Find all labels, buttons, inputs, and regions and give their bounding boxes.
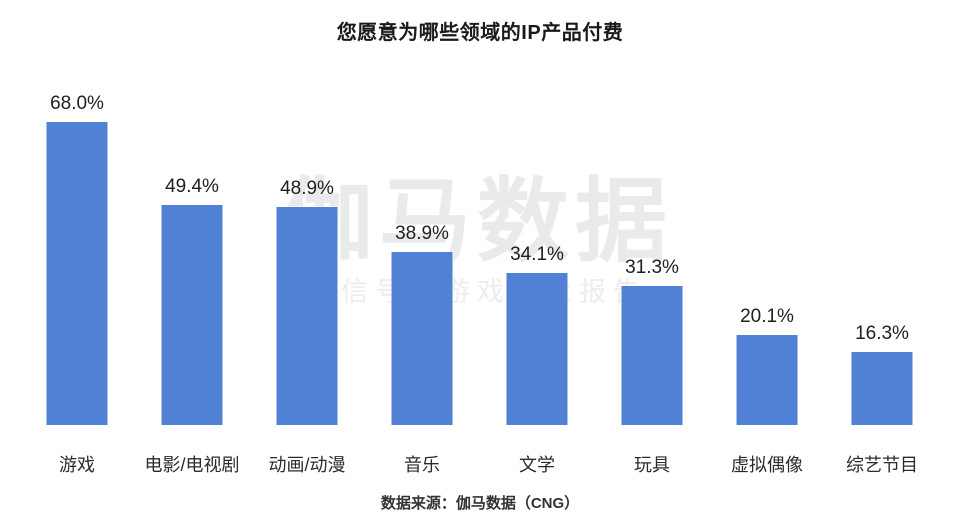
- x-axis-tick-label: 音乐: [404, 455, 440, 475]
- bar-group: 68.0%: [20, 85, 135, 425]
- source-note: 数据来源：伽马数据（CNG）: [380, 495, 580, 512]
- bar-value-label: 48.9%: [280, 178, 334, 200]
- bar[interactable]: [621, 285, 683, 425]
- x-axis-tick-label: 文学: [519, 455, 555, 475]
- bar[interactable]: [276, 207, 338, 425]
- bar-group: 48.9%: [250, 85, 365, 425]
- x-axis-tick-label: 电影/电视剧: [144, 455, 240, 475]
- bar-column: 34.1%: [480, 85, 595, 425]
- x-axis-tick-label: 玩具: [634, 455, 670, 475]
- bar[interactable]: [391, 251, 453, 425]
- chart-title: 您愿意为哪些领域的IP产品付费: [336, 22, 624, 44]
- bar[interactable]: [851, 352, 913, 425]
- bar[interactable]: [506, 273, 568, 425]
- bar-value-label: 68.0%: [50, 93, 104, 114]
- x-axis-tick-label: 综艺节目: [846, 455, 918, 475]
- bar-value-label: 49.4%: [165, 175, 219, 197]
- bar-group: 31.3%: [595, 85, 710, 425]
- bar[interactable]: [736, 335, 798, 425]
- bar-value-label: 16.3%: [855, 323, 909, 345]
- bar-group: 38.9%: [365, 85, 480, 425]
- bar[interactable]: [161, 204, 223, 425]
- bar-group: 49.4%: [135, 85, 250, 425]
- bar-group: 20.1%: [710, 85, 825, 425]
- bar-value-label: 38.9%: [395, 222, 449, 244]
- bar-column: 49.4%: [135, 85, 250, 425]
- x-axis-tick-label: 虚拟偶像: [731, 455, 803, 475]
- bar-group: 16.3%: [825, 85, 940, 425]
- bar-column: 31.3%: [595, 85, 710, 425]
- x-axis-tick-label: 动画/动漫: [268, 455, 346, 475]
- bar-column: 20.1%: [710, 85, 825, 425]
- bar-value-label: 34.1%: [510, 244, 564, 266]
- x-axis-tick-label: 游戏: [59, 455, 95, 475]
- bar-value-label: 20.1%: [740, 306, 794, 328]
- bar-group: 34.1%: [480, 85, 595, 425]
- bar[interactable]: [46, 122, 108, 425]
- bar-column: 68.0%: [20, 85, 135, 425]
- bar-value-label: 31.3%: [625, 256, 679, 278]
- bar-column: 38.9%: [365, 85, 480, 425]
- bar-column: 48.9%: [250, 85, 365, 425]
- bar-column: 16.3%: [825, 85, 940, 425]
